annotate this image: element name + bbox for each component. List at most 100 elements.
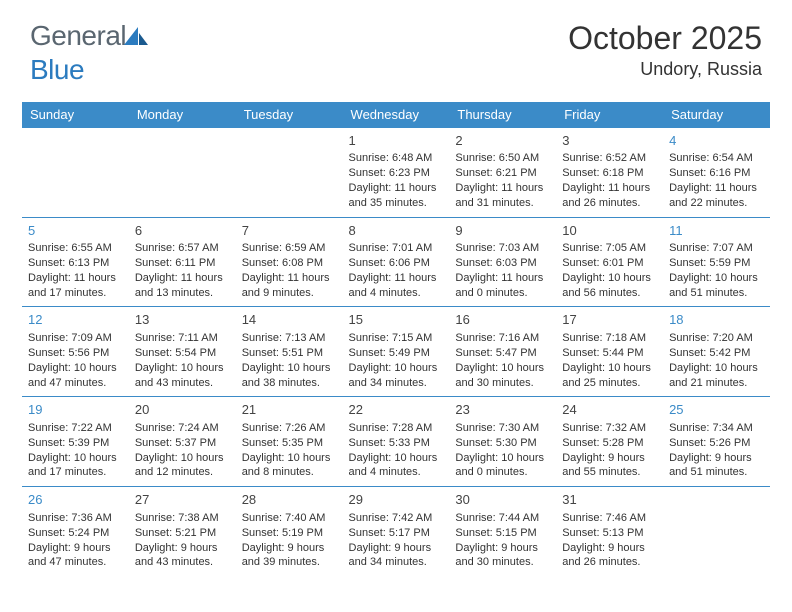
cell-line: Daylight: 10 hours bbox=[455, 451, 550, 466]
location: Undory, Russia bbox=[568, 59, 762, 80]
cell-line: and 12 minutes. bbox=[135, 465, 230, 480]
day-number: 3 bbox=[562, 132, 657, 150]
cell-line: and 39 minutes. bbox=[242, 555, 337, 570]
cell-line: Sunset: 5:24 PM bbox=[28, 526, 123, 541]
day-number: 6 bbox=[135, 222, 230, 240]
cell-line: Sunset: 6:21 PM bbox=[455, 166, 550, 181]
cell-line: and 26 minutes. bbox=[562, 555, 657, 570]
cell-line: Daylight: 10 hours bbox=[242, 361, 337, 376]
cell-line: and 21 minutes. bbox=[669, 376, 764, 391]
cell-line: Daylight: 9 hours bbox=[455, 541, 550, 556]
cell-line: Sunset: 6:23 PM bbox=[349, 166, 444, 181]
cell-line: Sunset: 6:01 PM bbox=[562, 256, 657, 271]
day-number: 9 bbox=[455, 222, 550, 240]
cell-line: Daylight: 10 hours bbox=[28, 361, 123, 376]
cell-line: Sunset: 6:03 PM bbox=[455, 256, 550, 271]
cell-line: and 47 minutes. bbox=[28, 376, 123, 391]
cell-line: Sunset: 6:16 PM bbox=[669, 166, 764, 181]
cell-line: Daylight: 9 hours bbox=[562, 451, 657, 466]
cell-line: Daylight: 11 hours bbox=[242, 271, 337, 286]
cell-line: and 56 minutes. bbox=[562, 286, 657, 301]
cell-line: Sunset: 5:21 PM bbox=[135, 526, 230, 541]
cell-line: Sunset: 6:11 PM bbox=[135, 256, 230, 271]
cell-line: and 25 minutes. bbox=[562, 376, 657, 391]
calendar-cell bbox=[129, 127, 236, 217]
cell-line: Daylight: 10 hours bbox=[349, 361, 444, 376]
month-title: October 2025 bbox=[568, 20, 762, 57]
calendar-cell: 14Sunrise: 7:13 AMSunset: 5:51 PMDayligh… bbox=[236, 307, 343, 397]
calendar-cell: 10Sunrise: 7:05 AMSunset: 6:01 PMDayligh… bbox=[556, 217, 663, 307]
cell-line: Sunrise: 7:01 AM bbox=[349, 241, 444, 256]
cell-line: Daylight: 11 hours bbox=[562, 181, 657, 196]
day-number: 8 bbox=[349, 222, 444, 240]
cell-line: Sunset: 6:13 PM bbox=[28, 256, 123, 271]
calendar-cell: 30 Sunrise: 7:44 AMSunset: 5:15 PMDayligh… bbox=[449, 487, 556, 576]
cell-line: Sunrise: 7:32 AM bbox=[562, 421, 657, 436]
calendar-cell bbox=[236, 127, 343, 217]
cell-line: Daylight: 11 hours bbox=[669, 181, 764, 196]
day-number: 30 bbox=[455, 491, 550, 509]
calendar-cell: 26Sunrise: 7:36 AMSunset: 5:24 PMDayligh… bbox=[22, 487, 129, 576]
cell-line: Sunset: 6:08 PM bbox=[242, 256, 337, 271]
cell-line: Sunrise: 7:09 AM bbox=[28, 331, 123, 346]
cell-line: and 4 minutes. bbox=[349, 286, 444, 301]
cell-line: Sunset: 5:54 PM bbox=[135, 346, 230, 361]
cell-line: Daylight: 11 hours bbox=[349, 181, 444, 196]
day-number: 10 bbox=[562, 222, 657, 240]
calendar-cell: 22Sunrise: 7:28 AMSunset: 5:33 PMDayligh… bbox=[343, 397, 450, 487]
day-number: 29 bbox=[349, 491, 444, 509]
cell-line: Daylight: 10 hours bbox=[562, 271, 657, 286]
day-header: Friday bbox=[556, 102, 663, 128]
day-number: 13 bbox=[135, 311, 230, 329]
calendar-cell: 1Sunrise: 6:48 AMSunset: 6:23 PMDaylight… bbox=[343, 127, 450, 217]
cell-line: and 47 minutes. bbox=[28, 555, 123, 570]
day-header: Monday bbox=[129, 102, 236, 128]
cell-line: Sunrise: 7:36 AM bbox=[28, 511, 123, 526]
cell-line: Sunset: 5:13 PM bbox=[562, 526, 657, 541]
day-header: Saturday bbox=[663, 102, 770, 128]
day-number: 17 bbox=[562, 311, 657, 329]
day-number: 2 bbox=[455, 132, 550, 150]
cell-line: Sunrise: 7:20 AM bbox=[669, 331, 764, 346]
calendar-cell: 7Sunrise: 6:59 AMSunset: 6:08 PMDaylight… bbox=[236, 217, 343, 307]
calendar-week-row: 5Sunrise: 6:55 AMSunset: 6:13 PMDaylight… bbox=[22, 217, 770, 307]
cell-line: Sunset: 6:18 PM bbox=[562, 166, 657, 181]
cell-line: and 30 minutes. bbox=[455, 376, 550, 391]
cell-line: Daylight: 9 hours bbox=[669, 451, 764, 466]
day-number: 22 bbox=[349, 401, 444, 419]
calendar-cell: 12 Sunrise: 7:09 AMSunset: 5:56 PMDayligh… bbox=[22, 307, 129, 397]
day-header: Tuesday bbox=[236, 102, 343, 128]
cell-line: Sunset: 5:51 PM bbox=[242, 346, 337, 361]
calendar-week-row: 26Sunrise: 7:36 AMSunset: 5:24 PMDayligh… bbox=[22, 487, 770, 576]
cell-line: Sunset: 5:26 PM bbox=[669, 436, 764, 451]
cell-line: Sunrise: 7:44 AM bbox=[455, 511, 550, 526]
cell-line: and 0 minutes. bbox=[455, 286, 550, 301]
cell-line: and 17 minutes. bbox=[28, 465, 123, 480]
cell-line: Daylight: 9 hours bbox=[135, 541, 230, 556]
cell-line: Sunrise: 7:07 AM bbox=[669, 241, 764, 256]
cell-line: Sunset: 5:15 PM bbox=[455, 526, 550, 541]
header: GeneralBlue October 2025 Undory, Russia bbox=[0, 0, 792, 96]
cell-line: Sunrise: 7:42 AM bbox=[349, 511, 444, 526]
calendar-cell: 17Sunrise: 7:18 AMSunset: 5:44 PMDayligh… bbox=[556, 307, 663, 397]
cell-line: Daylight: 10 hours bbox=[669, 361, 764, 376]
cell-line: Daylight: 9 hours bbox=[562, 541, 657, 556]
cell-line: Sunrise: 7:11 AM bbox=[135, 331, 230, 346]
day-number: 5 bbox=[28, 222, 123, 240]
cell-line: Daylight: 10 hours bbox=[669, 271, 764, 286]
cell-line: and 0 minutes. bbox=[455, 465, 550, 480]
cell-line: Daylight: 10 hours bbox=[562, 361, 657, 376]
cell-line: and 43 minutes. bbox=[135, 555, 230, 570]
calendar-cell: 13Sunrise: 7:11 AMSunset: 5:54 PMDayligh… bbox=[129, 307, 236, 397]
calendar-week-row: 19Sunrise: 7:22 AMSunset: 5:39 PMDayligh… bbox=[22, 397, 770, 487]
day-number: 18 bbox=[669, 311, 764, 329]
calendar-body: 1Sunrise: 6:48 AMSunset: 6:23 PMDaylight… bbox=[22, 127, 770, 576]
cell-line: Sunset: 5:56 PM bbox=[28, 346, 123, 361]
cell-line: Sunrise: 7:40 AM bbox=[242, 511, 337, 526]
cell-line: Sunset: 5:49 PM bbox=[349, 346, 444, 361]
day-number: 12 bbox=[28, 311, 123, 329]
cell-line: and 34 minutes. bbox=[349, 555, 444, 570]
cell-line: Sunset: 5:37 PM bbox=[135, 436, 230, 451]
calendar-cell: 18Sunrise: 7:20 AMSunset: 5:42 PMDayligh… bbox=[663, 307, 770, 397]
cell-line: and 13 minutes. bbox=[135, 286, 230, 301]
